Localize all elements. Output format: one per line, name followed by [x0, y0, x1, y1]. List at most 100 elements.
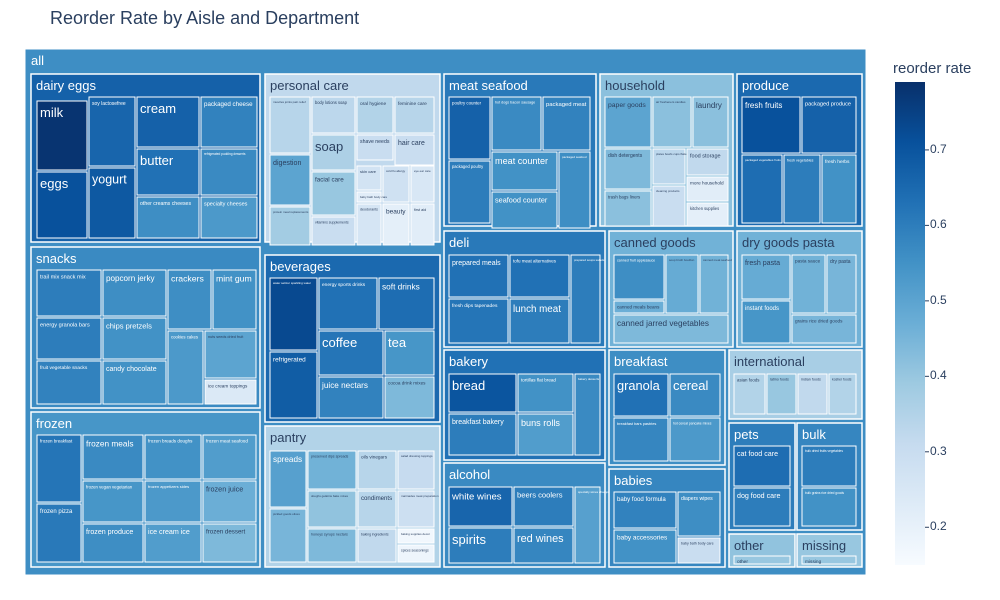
- aisle-rect[interactable]: [828, 373, 857, 415]
- aisle-fresh-fruits[interactable]: fresh fruits: [741, 96, 801, 154]
- dept-other[interactable]: other other: [728, 533, 796, 568]
- aisle-mint-gum[interactable]: mint gum: [212, 269, 257, 330]
- aisle-rect[interactable]: [686, 148, 729, 176]
- aisle-rect[interactable]: [88, 167, 136, 239]
- aisle-rect[interactable]: [144, 523, 202, 563]
- aisle-packaged-meat[interactable]: packaged meat: [542, 96, 591, 151]
- dept-produce[interactable]: produce fresh fruits packaged produce packa…: [736, 73, 863, 227]
- aisle-facial-care[interactable]: facial care: [311, 171, 356, 216]
- aisle-packaged-vegetables-fruits[interactable]: packaged vegetables fruits: [741, 154, 783, 224]
- aisle-rect[interactable]: [613, 529, 677, 564]
- aisle-rect[interactable]: [604, 190, 652, 227]
- aisle-food-storage[interactable]: food storage: [686, 148, 729, 176]
- aisle-baking-ingredients[interactable]: baking ingredients: [357, 528, 397, 563]
- dept-alcohol[interactable]: alcohol white wines beers coolers spirits re…: [443, 462, 617, 568]
- aisle-rect[interactable]: [741, 154, 783, 224]
- aisle-rect[interactable]: [791, 254, 826, 314]
- aisle-rect[interactable]: [397, 528, 435, 544]
- aisle-rect[interactable]: [410, 203, 435, 246]
- aisle-baby-bath-body-care[interactable]: baby bath body care: [677, 537, 721, 564]
- aisle-rect[interactable]: [307, 490, 357, 528]
- aisle-rect[interactable]: [356, 165, 382, 191]
- aisle-tofu-meat-alternatives[interactable]: tofu meat alternatives: [509, 254, 570, 298]
- aisle-milk[interactable]: milk: [36, 100, 88, 171]
- aisle-rect[interactable]: [269, 351, 318, 419]
- aisle-dry-pasta[interactable]: dry pasta: [826, 254, 857, 314]
- aisle-rect[interactable]: [144, 434, 202, 480]
- aisle-first-aid[interactable]: first aid: [410, 203, 435, 246]
- aisle-rect[interactable]: [801, 445, 857, 487]
- aisle-packaged-poultry[interactable]: packaged poultry: [448, 160, 491, 224]
- aisle-meat-counter[interactable]: meat counter: [491, 151, 558, 191]
- aisle-rect[interactable]: [448, 486, 513, 527]
- aisle-tea[interactable]: tea: [384, 330, 435, 376]
- aisle-trash-bags-liners[interactable]: trash bags liners: [604, 190, 652, 227]
- aisle-body-lotions-soap[interactable]: body lotions soap: [311, 96, 356, 134]
- dept-bakery[interactable]: bakery bread tortillas flat bread breakfast…: [443, 349, 606, 461]
- aisle-deodorants[interactable]: deodorants: [356, 203, 382, 246]
- aisle-latino-foods[interactable]: latino foods: [766, 373, 797, 415]
- aisle-rect[interactable]: [318, 330, 384, 376]
- aisle-vitamins-supplements[interactable]: vitamins supplements: [311, 216, 356, 246]
- aisle-rect[interactable]: [136, 148, 200, 196]
- aisle-frozen-meat-seafood[interactable]: frozen meat seafood: [202, 434, 257, 480]
- aisle-pasta-sauce[interactable]: pasta sauce: [791, 254, 826, 314]
- aisle-rect[interactable]: [318, 376, 384, 419]
- aisle-spreads[interactable]: spreads: [269, 450, 307, 508]
- aisle-rect[interactable]: [801, 96, 857, 154]
- aisle-rect[interactable]: [733, 445, 791, 487]
- aisle-rect[interactable]: [382, 165, 410, 203]
- aisle-rect[interactable]: [356, 96, 394, 134]
- aisle-trail-mix-snack-mix[interactable]: trail mix snack mix: [36, 269, 102, 317]
- aisle-rect[interactable]: [801, 555, 857, 565]
- aisle-rect[interactable]: [136, 196, 200, 239]
- aisle-soup-broth-bouillon[interactable]: soup broth bouillon: [665, 254, 699, 314]
- aisle-rect[interactable]: [665, 254, 699, 314]
- aisle-rect[interactable]: [692, 96, 729, 148]
- aisle-kosher-foods[interactable]: kosher foods: [828, 373, 857, 415]
- aisle-rect[interactable]: [318, 277, 378, 330]
- aisle-rect[interactable]: [382, 203, 410, 246]
- aisle-butter[interactable]: butter: [136, 148, 200, 196]
- aisle-laundry[interactable]: laundry: [692, 96, 729, 148]
- aisle-packaged-seafood[interactable]: packaged seafood: [558, 151, 591, 229]
- aisle-popcorn-jerky[interactable]: popcorn jerky: [102, 269, 167, 317]
- aisle-rect[interactable]: [311, 216, 356, 246]
- aisle-rect[interactable]: [36, 360, 102, 405]
- aisle-rect[interactable]: [269, 206, 311, 246]
- aisle-baby-food-formula[interactable]: baby food formula: [613, 491, 677, 529]
- aisle-rect[interactable]: [102, 269, 167, 317]
- aisle-rect[interactable]: [797, 373, 828, 415]
- aisle-oral-hygiene[interactable]: oral hygiene: [356, 96, 394, 134]
- dept-household[interactable]: household paper goods air fresheners candl…: [599, 73, 734, 227]
- aisle-rect[interactable]: [378, 277, 435, 330]
- dept-breakfast[interactable]: breakfast granola cereal breakfast bars pas…: [608, 349, 726, 466]
- aisle-rect[interactable]: [36, 171, 88, 239]
- aisle-baby-bath-body-care[interactable]: baby bath body care: [356, 191, 388, 203]
- aisle-prepared-meals[interactable]: prepared meals: [448, 254, 509, 298]
- aisle-rect[interactable]: [604, 96, 652, 148]
- aisle-rect[interactable]: [491, 151, 558, 191]
- aisle-rect[interactable]: [570, 254, 601, 344]
- aisle-rect[interactable]: [204, 330, 257, 379]
- aisle-more-household[interactable]: more household: [686, 176, 729, 202]
- aisle-cocoa-drink-mixes[interactable]: cocoa drink mixes: [384, 376, 435, 419]
- aisle-rect[interactable]: [448, 96, 491, 160]
- dept-international[interactable]: international asian foods latino foods indi…: [728, 349, 863, 420]
- aisle-rect[interactable]: [513, 527, 574, 564]
- aisle-rect[interactable]: [200, 96, 258, 148]
- aisle-hot-dogs-bacon-sausage[interactable]: hot dogs bacon sausage: [491, 96, 542, 151]
- aisle-rect[interactable]: [613, 373, 669, 417]
- aisle-fresh-dips-tapenades[interactable]: fresh dips tapenades: [448, 298, 509, 344]
- dept-missing[interactable]: missing missing: [796, 533, 863, 568]
- aisle-ice-cream-toppings[interactable]: ice cream toppings: [204, 379, 257, 405]
- aisle-juice-nectars[interactable]: juice nectars: [318, 376, 384, 419]
- dept-dairy-eggs[interactable]: dairy eggs milk eggs soy lactosefree yogurt c…: [30, 73, 261, 243]
- aisle-fresh-pasta[interactable]: fresh pasta: [741, 254, 791, 300]
- aisle-rect[interactable]: [167, 269, 212, 330]
- aisle-rect[interactable]: [269, 277, 318, 351]
- aisle-canned-fruit-applesauce[interactable]: canned fruit applesauce: [613, 254, 665, 300]
- dept-dry-goods-pasta[interactable]: dry goods pasta fresh pasta pasta sauce dry…: [736, 230, 863, 348]
- aisle-rect[interactable]: [36, 434, 82, 503]
- aisle-rect[interactable]: [669, 417, 721, 462]
